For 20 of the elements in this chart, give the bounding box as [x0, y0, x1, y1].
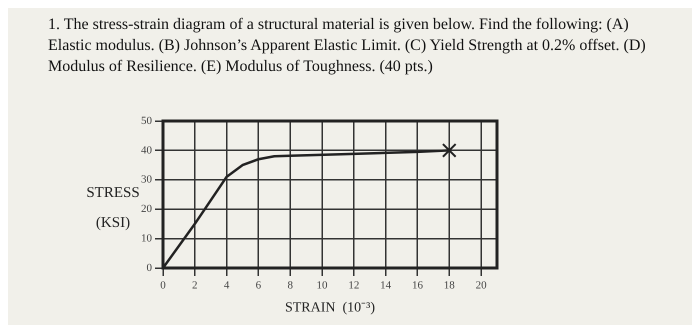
- x-tick-label: 14: [380, 279, 392, 292]
- x-axis-title: STRAIN (10⁻³): [284, 300, 376, 316]
- x-tick-label: 6: [256, 279, 262, 292]
- x-tick-label: 0: [160, 279, 166, 292]
- x-tick-label: 20: [476, 279, 488, 292]
- x-tick-label: 10: [316, 279, 328, 292]
- y-tick-label: 40: [141, 144, 152, 156]
- x-tick-label: 4: [224, 279, 230, 292]
- y-axis-title: STRESS (KSI): [86, 185, 140, 231]
- x-tick-label: 2: [192, 279, 198, 292]
- y-tick-label: 0: [146, 262, 152, 274]
- chart-title: 1. The stress-strain diagram of a structural material is given below. Find the following: (A) Elastic modulus. (B) Johnson’s Apparent Elastic Limit. (C) Yield Strength at 0.2% offset. (D) Modulus of Resilience. (E) Modulus of Toughness. (40 pts.): [48, 15, 647, 77]
- x-tick-label: 18: [444, 279, 456, 292]
- y-tick-label: 10: [141, 232, 152, 244]
- y-tick-label: 50: [141, 114, 152, 127]
- y-tick-label: 20: [141, 203, 152, 216]
- x-tick-label: 16: [412, 279, 424, 292]
- x-tick-label: 8: [287, 279, 294, 292]
- x-tick-label: 12: [348, 279, 360, 292]
- y-tick-label: 30: [141, 174, 152, 186]
